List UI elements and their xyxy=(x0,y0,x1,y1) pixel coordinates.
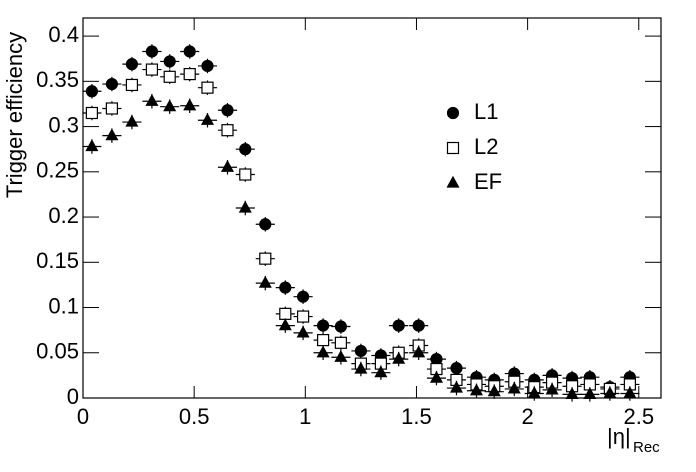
data-point xyxy=(565,387,579,399)
plot-frame xyxy=(82,17,662,399)
data-point xyxy=(334,350,348,362)
x-tick-label: 1 xyxy=(299,404,311,429)
data-point xyxy=(279,307,292,320)
data-point xyxy=(316,319,330,332)
y-tick-label: 0.4 xyxy=(48,22,79,47)
data-point xyxy=(583,387,597,399)
data-point xyxy=(258,275,272,288)
x-tick-label: 0.5 xyxy=(179,404,210,429)
data-point xyxy=(145,45,159,58)
data-point xyxy=(449,380,463,393)
data-point xyxy=(278,318,292,331)
y-tick-label: 0.25 xyxy=(36,158,79,183)
data-point xyxy=(374,365,388,378)
data-point xyxy=(125,114,139,127)
data-point xyxy=(239,168,252,181)
data-point xyxy=(85,106,98,120)
data-point xyxy=(259,252,272,265)
data-point xyxy=(412,319,425,332)
legend-label: L1 xyxy=(474,99,498,124)
y-tick-label: 0.35 xyxy=(36,67,79,92)
data-point xyxy=(105,102,119,115)
data-point xyxy=(279,281,292,294)
data-point xyxy=(296,290,310,303)
data-point xyxy=(412,345,426,358)
y-tick-label: 0.1 xyxy=(48,293,79,318)
data-point xyxy=(85,139,99,152)
data-point xyxy=(392,351,406,364)
data-point xyxy=(316,333,330,347)
data-point xyxy=(392,319,405,332)
data-point xyxy=(125,78,139,92)
data-point xyxy=(316,345,330,358)
data-point xyxy=(334,336,347,349)
legend-marker xyxy=(446,106,460,120)
y-tick-label: 0.05 xyxy=(36,339,79,364)
data-point xyxy=(469,383,483,396)
x-tick-label: 1.5 xyxy=(401,404,432,429)
data-point xyxy=(450,362,463,375)
data-point xyxy=(183,67,196,81)
data-point xyxy=(334,320,347,333)
data-point xyxy=(296,325,310,338)
y-tick-label: 0.2 xyxy=(48,203,79,228)
data-point xyxy=(183,45,196,58)
data-point xyxy=(163,55,176,68)
data-point xyxy=(238,200,252,213)
data-point xyxy=(145,93,159,106)
data-point xyxy=(239,143,252,156)
y-tick-label: 0.3 xyxy=(48,112,79,137)
data-point xyxy=(259,218,272,231)
data-point xyxy=(105,128,119,141)
legend-label: L2 xyxy=(474,134,498,159)
data-point xyxy=(487,384,501,397)
y-axis-label: Trigger efficiency xyxy=(2,32,27,198)
data-point xyxy=(201,81,214,94)
x-axis-label-sub: Rec xyxy=(633,439,660,456)
data-point xyxy=(296,310,310,323)
legend-label: EF xyxy=(474,169,502,194)
y-tick-label: 0 xyxy=(67,384,79,409)
x-axis-label: |η| xyxy=(607,424,631,449)
data-point xyxy=(623,386,637,399)
y-tick-label: 0.15 xyxy=(36,248,79,273)
data-point xyxy=(221,124,234,137)
data-point xyxy=(527,386,541,399)
data-point xyxy=(354,344,367,358)
x-tick-label: 2.5 xyxy=(623,404,654,429)
data-point xyxy=(545,382,559,395)
x-tick-label: 2 xyxy=(521,404,533,429)
data-point xyxy=(145,63,159,76)
data-point xyxy=(220,160,235,172)
data-point xyxy=(507,381,521,394)
data-point xyxy=(105,77,119,91)
data-point xyxy=(200,112,215,125)
data-point xyxy=(354,361,368,374)
data-point xyxy=(221,104,234,117)
data-point xyxy=(163,99,177,112)
data-point xyxy=(125,58,139,71)
data-point xyxy=(603,386,617,399)
data-point xyxy=(183,98,197,111)
x-tick-label: 0 xyxy=(77,404,89,429)
legend-marker xyxy=(446,175,460,188)
data-point xyxy=(429,370,443,383)
data-point xyxy=(85,85,98,98)
legend-marker xyxy=(446,141,460,155)
data-point xyxy=(163,70,176,83)
data-point xyxy=(201,59,214,73)
